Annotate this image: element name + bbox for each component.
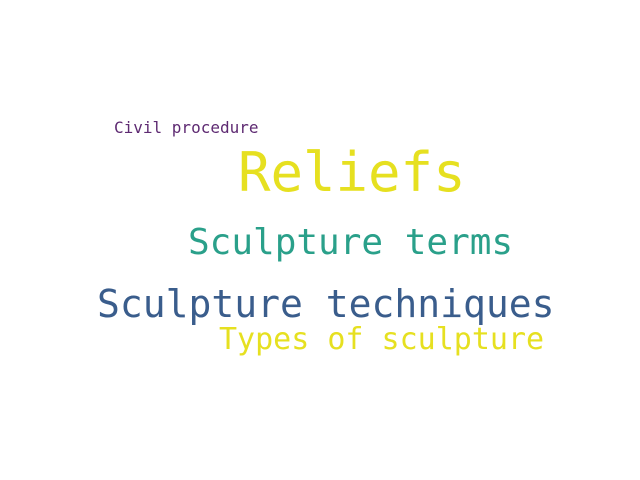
word-civil-procedure: Civil procedure — [114, 118, 259, 137]
word-types-of-sculpture: Types of sculpture — [219, 322, 545, 357]
word-reliefs: Reliefs — [238, 141, 466, 204]
word-sculpture-terms: Sculpture terms — [188, 222, 514, 263]
word-sculpture-techniques: Sculpture techniques — [97, 282, 555, 326]
